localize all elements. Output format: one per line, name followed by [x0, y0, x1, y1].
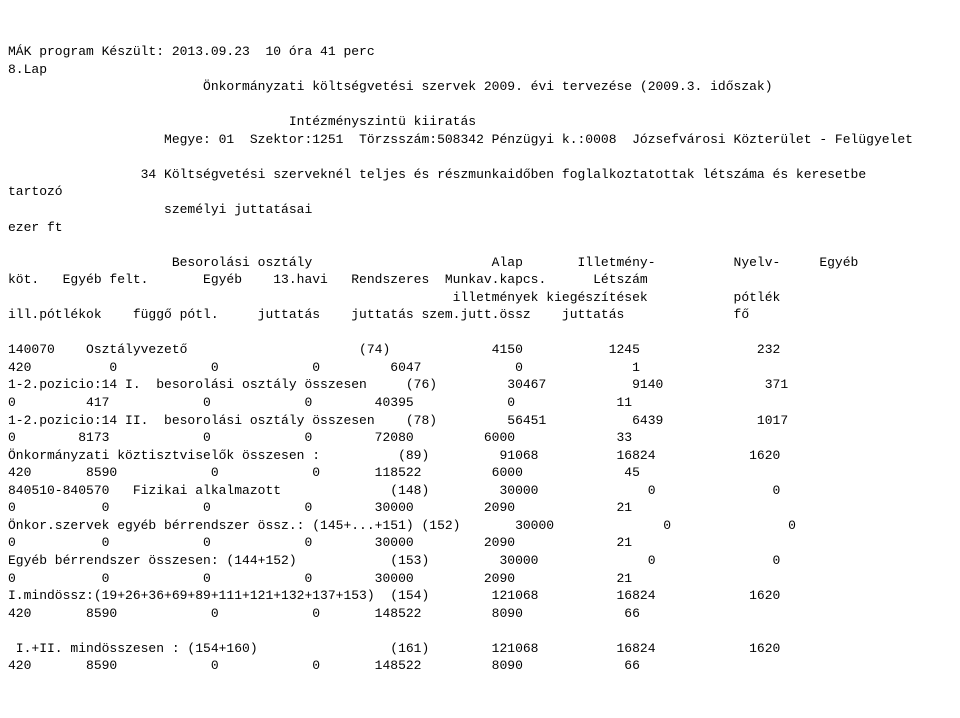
line-13: Besorolási osztály Alap Illetmény- Nyelv…	[8, 255, 858, 270]
line-11: ezer ft	[8, 220, 63, 235]
line-29: 0 0 0 0 30000 2090 21	[8, 535, 632, 550]
line-18: 140070 Osztályvezető (74) 4150 1245 232	[8, 342, 780, 357]
line-24: Önkormányzati köztisztviselők összesen :…	[8, 448, 780, 463]
line-27: 0 0 0 0 30000 2090 21	[8, 500, 632, 515]
line-9: tartozó	[8, 184, 63, 199]
line-36: 420 8590 0 0 148522 8090 66	[8, 658, 640, 673]
line-32: I.mindössz:(19+26+36+69+89+111+121+132+1…	[8, 588, 780, 603]
line-30: Egyéb bérrendszer összesen: (144+152) (1…	[8, 553, 780, 568]
line-20: 1-2.pozicio:14 I. besorolási osztály öss…	[8, 377, 788, 392]
line-15: illetmények kiegészítések pótlék	[8, 290, 780, 305]
line-19: 420 0 0 0 6047 0 1	[8, 360, 640, 375]
line-10: személyi juttatásai	[8, 202, 312, 217]
line-2: 8.Lap	[8, 62, 47, 77]
line-5: Intézményszintü kiiratás	[8, 114, 476, 129]
line-14: köt. Egyéb felt. Egyéb 13.havi Rendszere…	[8, 272, 648, 287]
line-22: 1-2.pozicio:14 II. besorolási osztály ös…	[8, 413, 788, 428]
line-33: 420 8590 0 0 148522 8090 66	[8, 606, 640, 621]
line-1: MÁK program Készült: 2013.09.23 10 óra 4…	[8, 44, 375, 59]
line-26: 840510-840570 Fizikai alkalmazott (148) …	[8, 483, 780, 498]
line-16: ill.pótlékok függő pótl. juttatás juttat…	[8, 307, 749, 322]
line-3: Önkormányzati költségvetési szervek 2009…	[8, 79, 773, 94]
line-28: Önkor.szervek egyéb bérrendszer össz.: (…	[8, 518, 796, 533]
line-25: 420 8590 0 0 118522 6000 45	[8, 465, 640, 480]
line-35: I.+II. mindösszesen : (154+160) (161) 12…	[8, 641, 780, 656]
line-31: 0 0 0 0 30000 2090 21	[8, 571, 632, 586]
line-8: 34 Költségvetési szerveknél teljes és ré…	[8, 167, 866, 182]
line-21: 0 417 0 0 40395 0 11	[8, 395, 632, 410]
line-6: Megye: 01 Szektor:1251 Törzsszám:508342 …	[8, 132, 913, 147]
line-23: 0 8173 0 0 72080 6000 33	[8, 430, 632, 445]
